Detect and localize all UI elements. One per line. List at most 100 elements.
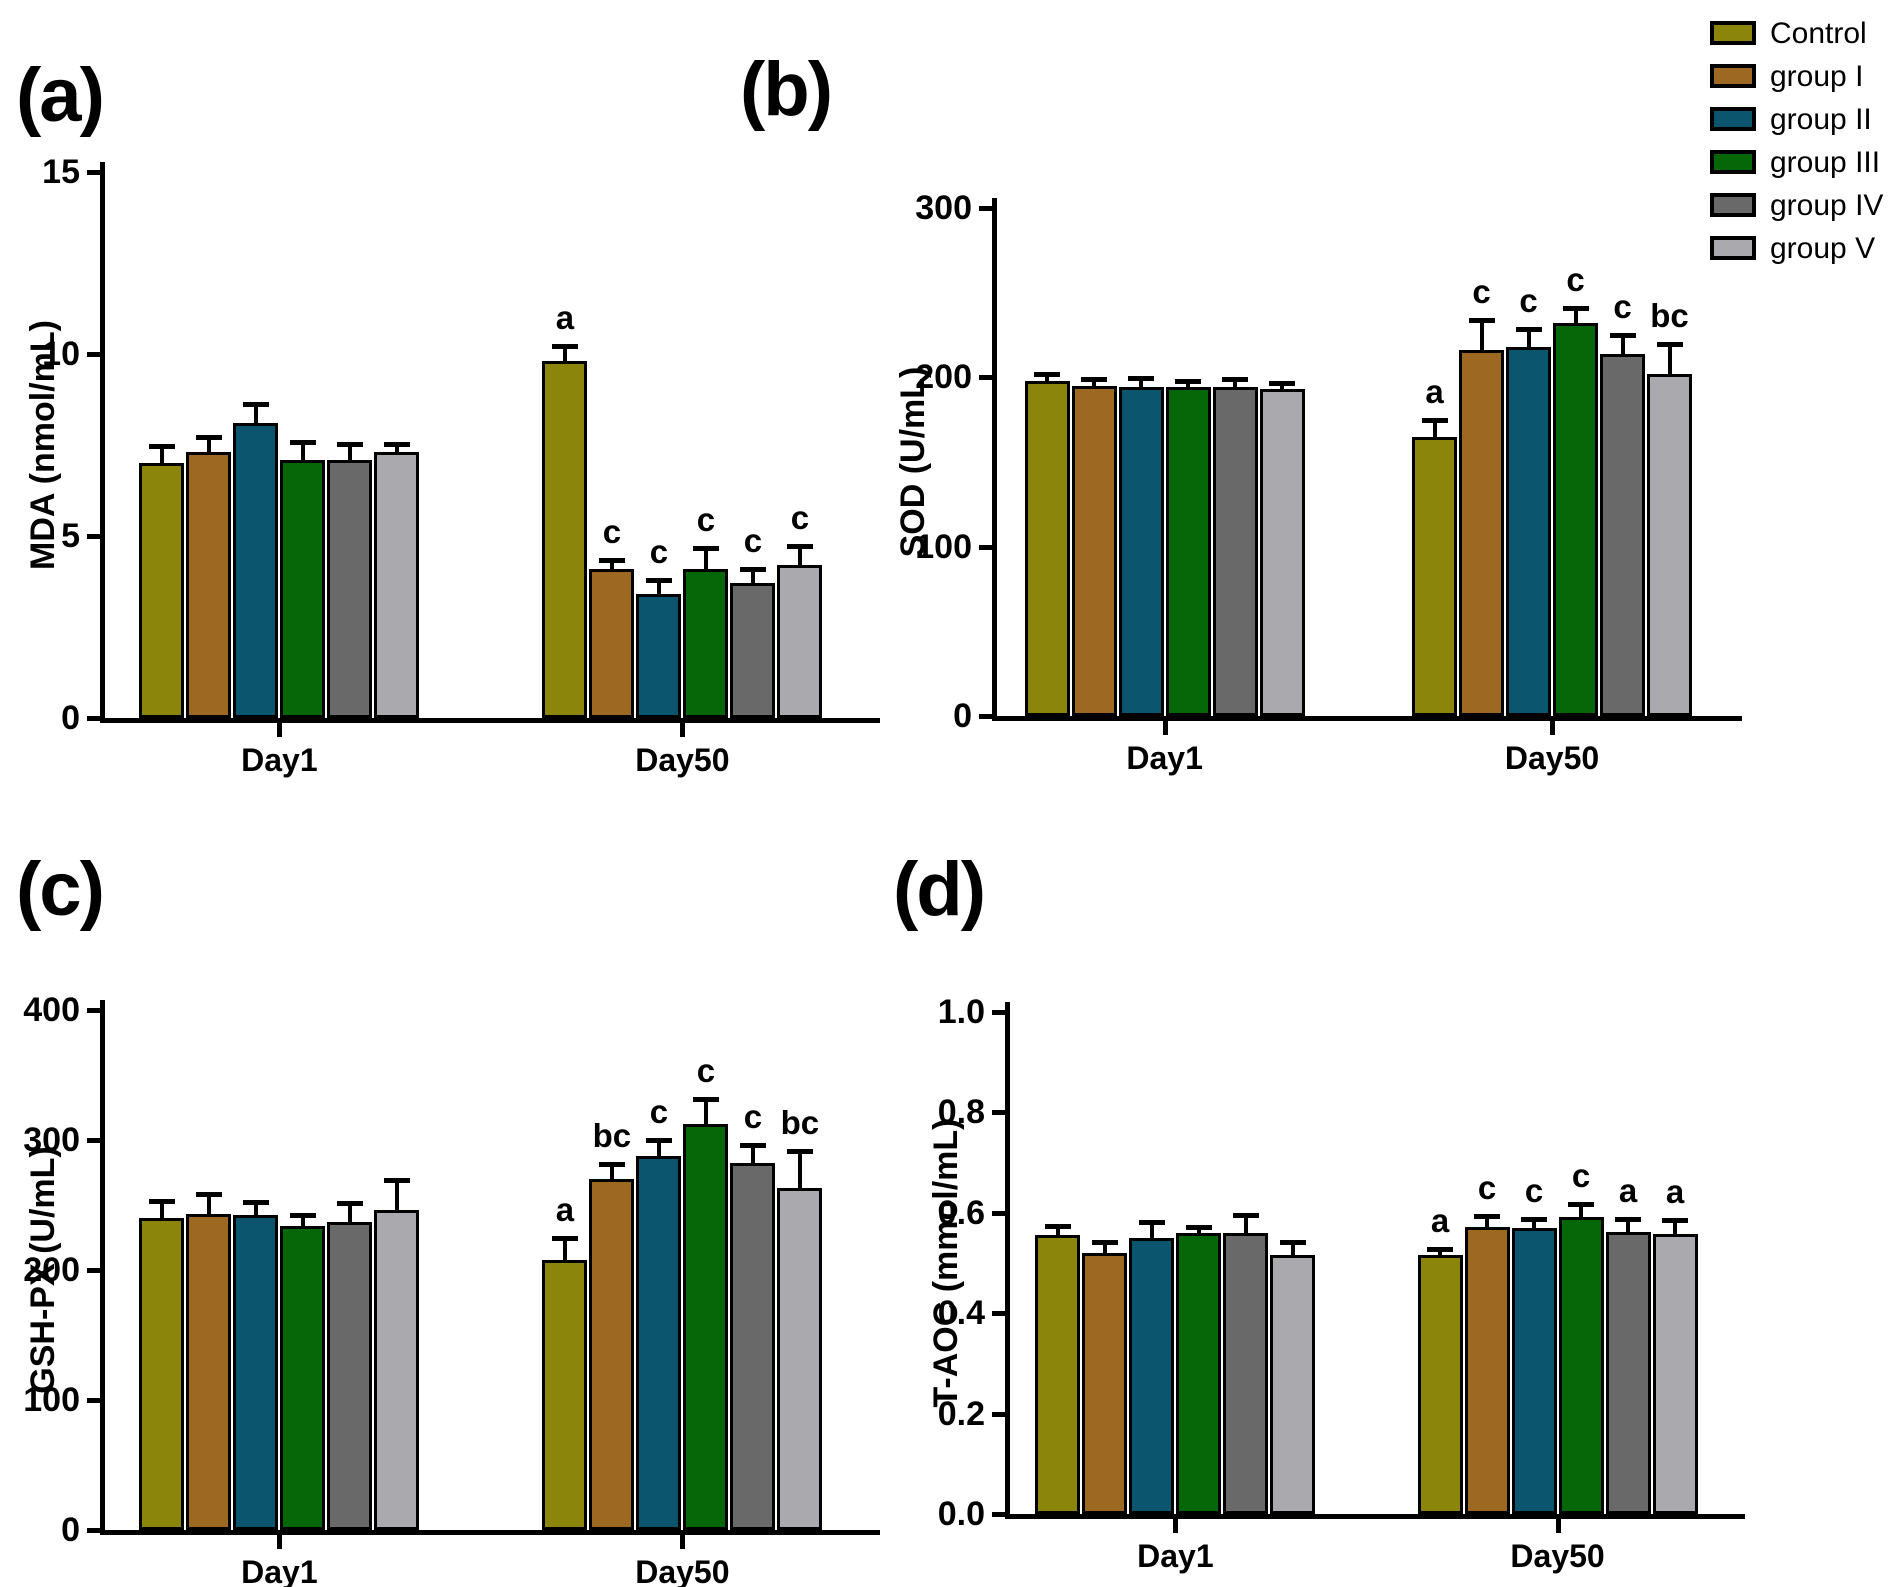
error-bar-a-control-day50 <box>562 348 567 372</box>
error-bar-d-group-iv-day50 <box>1626 1221 1631 1242</box>
bar-b-group-iv-day1 <box>1212 387 1258 716</box>
sig-letter-b-group-i-day50: c <box>1472 273 1491 311</box>
error-cap-b-group-v-day50 <box>1656 341 1683 347</box>
sig-letter-d-group-v-day50: a <box>1665 1172 1685 1210</box>
y-axis-title-d: T-AOC (mmol/mL) <box>927 1118 965 1408</box>
x-axis-c <box>100 1530 880 1535</box>
bar-a-group-iv-day1 <box>327 459 373 718</box>
y-tick-a <box>87 534 105 539</box>
error-cap-c-group-v-day50 <box>786 1149 813 1155</box>
y-tick-a <box>87 352 105 357</box>
x-tick-d <box>1555 1519 1561 1533</box>
error-bar-c-group-i-day50 <box>609 1167 614 1189</box>
legend-swatch-group-1 <box>1710 64 1756 88</box>
bar-a-group-v-day1 <box>374 452 420 718</box>
sig-letter-b-group-iii-day50: c <box>1566 261 1585 299</box>
y-tick-label-a: 5 <box>61 517 80 555</box>
sig-letter-d-control-day50: a <box>1430 1202 1450 1240</box>
error-cap-d-control-day50 <box>1427 1247 1454 1253</box>
bar-c-group-iv-day50 <box>730 1163 776 1530</box>
error-cap-a-group-iv-day1 <box>336 441 363 447</box>
error-bar-b-group-v-day50 <box>1667 346 1672 384</box>
error-bar-b-group-i-day50 <box>1479 323 1484 361</box>
error-cap-c-control-day50 <box>551 1236 578 1242</box>
legend-label: group III <box>1770 146 1881 179</box>
x-axis-b <box>992 716 1742 721</box>
bar-b-control-day50 <box>1412 436 1458 716</box>
bar-b-control-day1 <box>1024 380 1070 716</box>
error-cap-a-group-iii-day1 <box>289 440 316 445</box>
bar-d-group-v-day1 <box>1270 1255 1316 1514</box>
error-cap-a-group-v-day1 <box>383 441 410 447</box>
error-cap-b-group-iii-day50 <box>1562 306 1589 312</box>
error-cap-d-group-v-day1 <box>1279 1240 1306 1246</box>
bar-a-group-ii-day50 <box>636 594 682 718</box>
y-tick-a <box>87 716 105 721</box>
sig-letter-d-group-iv-day50: a <box>1618 1171 1638 1209</box>
bar-b-group-v-day50 <box>1647 373 1693 716</box>
y-tick-d <box>992 1411 1010 1417</box>
bar-c-group-ii-day50 <box>636 1155 682 1530</box>
error-cap-d-group-i-day1 <box>1091 1240 1118 1246</box>
error-bar-a-group-iv-day1 <box>347 446 352 470</box>
error-cap-c-group-iii-day1 <box>289 1213 316 1218</box>
sig-letter-b-group-iv-day50: c <box>1613 288 1632 326</box>
legend-swatch-control <box>1710 21 1756 45</box>
panel-label-d: (d) <box>893 847 986 932</box>
sig-letter-a-group-iii-day50: c <box>696 500 716 538</box>
bar-b-group-i-day50 <box>1459 350 1505 716</box>
error-cap-a-group-ii-day50 <box>645 578 672 584</box>
bar-c-group-ii-day1 <box>233 1215 279 1530</box>
bar-a-group-ii-day1 <box>233 423 279 718</box>
error-bar-b-group-iii-day50 <box>1573 311 1578 334</box>
bar-d-control-day1 <box>1035 1235 1081 1514</box>
x-tick-c <box>277 1535 283 1549</box>
error-bar-c-group-iv-day1 <box>347 1206 352 1232</box>
sig-letter-d-group-iii-day50: c <box>1571 1156 1591 1194</box>
y-tick-d <box>992 1210 1010 1216</box>
sig-letter-a-group-ii-day50: c <box>649 533 669 571</box>
y-tick-label-d: 0.4 <box>937 1294 985 1333</box>
legend-entry-group-4: group IV <box>1706 184 1892 227</box>
x-tick-label-a-day50: Day50 <box>635 742 730 778</box>
error-bar-d-group-ii-day1 <box>1149 1225 1154 1248</box>
sig-letter-c-group-iv-day50: c <box>743 1097 763 1135</box>
sig-letter-c-group-i-day50: bc <box>592 1117 632 1155</box>
bar-c-group-iv-day1 <box>327 1221 373 1530</box>
y-tick-d <box>992 1010 1010 1015</box>
x-tick-label-d-day1: Day1 <box>1137 1538 1214 1574</box>
error-cap-b-control-day1 <box>1034 372 1061 378</box>
bar-b-group-iii-day50 <box>1553 323 1599 716</box>
legend-entry-control: Control <box>1706 12 1892 55</box>
sig-letter-a-group-iv-day50: c <box>743 522 763 560</box>
x-tick-label-b-day1: Day1 <box>1126 740 1203 776</box>
legend-label: group V <box>1770 232 1876 265</box>
sig-letter-b-group-ii-day50: c <box>1519 281 1538 319</box>
panel-label-c: (c) <box>16 847 105 932</box>
x-tick-label-d-day50: Day50 <box>1510 1538 1605 1574</box>
y-tick-label-b: 100 <box>915 527 972 566</box>
error-cap-d-group-iv-day1 <box>1232 1212 1259 1218</box>
bar-d-group-ii-day1 <box>1129 1237 1175 1514</box>
sig-letter-b-group-v-day50: bc <box>1650 296 1689 334</box>
x-axis-a <box>100 718 880 723</box>
bar-c-group-i-day1 <box>186 1214 232 1530</box>
y-tick-label-b: 200 <box>915 358 972 397</box>
x-tick-label-a-day1: Day1 <box>241 742 318 778</box>
bar-c-group-iii-day50 <box>683 1124 729 1530</box>
bar-a-group-iv-day50 <box>730 583 776 718</box>
y-tick-c <box>87 1138 105 1143</box>
error-bar-b-group-ii-day50 <box>1526 331 1531 357</box>
y-tick-label-d: 0.6 <box>937 1193 985 1232</box>
bar-c-control-day1 <box>139 1218 185 1530</box>
legend-label: group II <box>1770 103 1872 136</box>
error-bar-c-group-v-day50 <box>797 1154 802 1199</box>
bar-c-group-v-day50 <box>777 1188 823 1530</box>
y-tick-label-c: 200 <box>23 1251 80 1289</box>
y-tick-label-a: 10 <box>42 335 80 373</box>
legend-entry-group-3: group III <box>1706 141 1892 184</box>
x-tick-a <box>680 723 686 737</box>
bar-d-group-v-day50 <box>1652 1233 1698 1514</box>
sig-letter-b-control-day50: a <box>1425 373 1444 411</box>
